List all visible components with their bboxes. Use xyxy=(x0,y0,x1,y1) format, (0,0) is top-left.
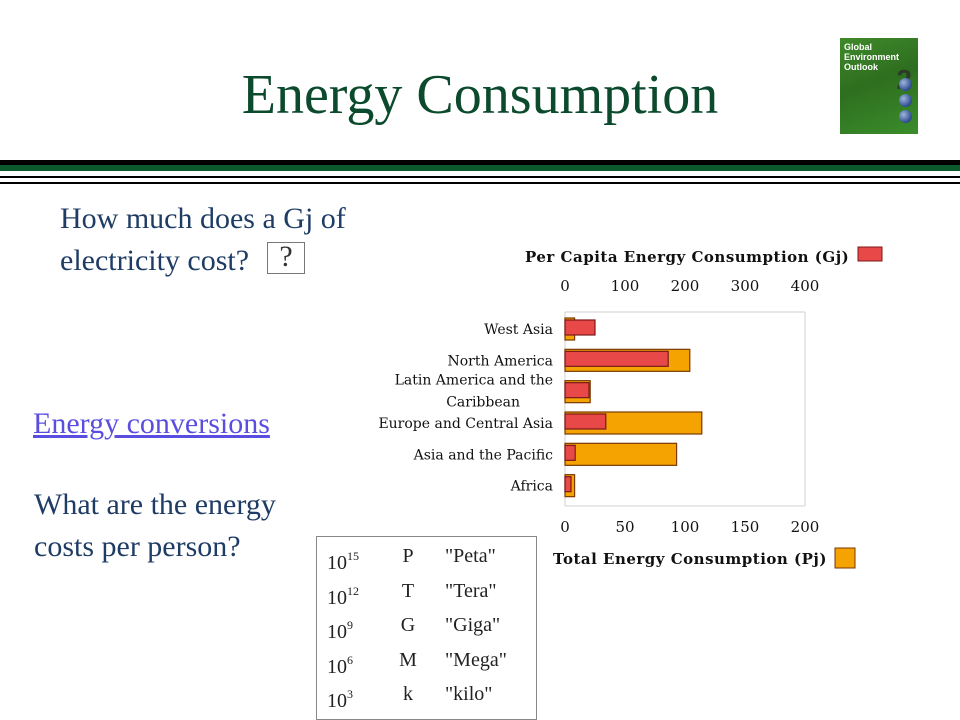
prefix-power: 109 xyxy=(327,618,353,643)
top-axis-tick-label: 100 xyxy=(611,277,640,295)
bottom-axis-tick-label: 200 xyxy=(791,518,820,536)
prefix-symbol: M xyxy=(399,648,417,671)
total-consumption-bar xyxy=(564,442,678,466)
category-label: West Asia xyxy=(484,322,553,338)
hint-button[interactable]: ? xyxy=(267,240,306,274)
divider-line xyxy=(0,182,960,184)
legend-total-swatch xyxy=(834,547,856,569)
prefix-name: "Peta" xyxy=(445,545,496,567)
top-axis-tick-label: 200 xyxy=(671,277,700,295)
category-label: Latin America and the xyxy=(395,373,553,389)
prefix-row: 1015 P "Peta" xyxy=(317,539,538,574)
per-capita-consumption-bar xyxy=(564,413,607,430)
globe-icon xyxy=(899,78,912,91)
question-electricity-cost: How much does a Gj of electricity cost?? xyxy=(60,202,346,277)
top-axis-tick-label: 0 xyxy=(560,277,570,295)
prefix-name: "Tera" xyxy=(445,579,497,602)
bottom-axis-tick-label: 100 xyxy=(671,518,700,536)
prefix-power: 106 xyxy=(327,652,353,678)
category-label: North America xyxy=(448,353,554,369)
prefix-power: 1015 xyxy=(327,549,359,574)
prefix-row: 106 M "Mega" xyxy=(317,643,538,678)
per-capita-consumption-bar xyxy=(564,350,669,367)
legend-per-capita-label: Per Capita Energy Consumption (Gj) xyxy=(525,248,849,266)
prefix-symbol: T xyxy=(401,579,415,602)
bottom-axis-tick-label: 0 xyxy=(560,518,570,536)
prefix-name: "kilo" xyxy=(445,683,493,705)
globe-icon xyxy=(899,94,912,107)
legend-per-capita-swatch xyxy=(857,246,883,262)
slide-title: Energy Consumption xyxy=(241,64,719,126)
per-capita-consumption-bar xyxy=(564,382,590,399)
global-environment-outlook-logo: Global Environment Outlook 2 xyxy=(840,38,918,134)
prefix-power: 103 xyxy=(327,687,353,712)
divider-line xyxy=(0,176,960,178)
prefix-name: "Giga" xyxy=(445,614,501,636)
bottom-axis-tick-label: 50 xyxy=(615,518,634,536)
prefix-row: 103 k "kilo" xyxy=(317,677,538,712)
logo-text: Global Environment Outlook xyxy=(844,42,900,72)
top-axis-tick-label: 300 xyxy=(731,277,760,295)
globe-icon xyxy=(899,110,912,123)
energy-consumption-chart: 0 100 200 300 400 0 50 100 150 200 West Asia Nort… xyxy=(378,246,883,569)
prefix-row: 1012 T "Tera" xyxy=(317,574,538,609)
prefix-name: "Mega" xyxy=(445,648,507,671)
prefix-symbol: k xyxy=(403,683,413,705)
question-mark-icon: ? xyxy=(279,240,293,273)
prefix-symbol: G xyxy=(400,614,416,636)
category-label: Caribbean xyxy=(446,395,520,411)
category-label: Africa xyxy=(510,479,553,495)
category-label: Asia and the Pacific xyxy=(413,447,554,463)
divider-line xyxy=(0,165,960,171)
question-energy-costs: What are the energy costs per person? xyxy=(34,488,276,563)
prefix-symbol: P xyxy=(402,545,414,567)
per-capita-consumption-bar xyxy=(564,476,572,493)
energy-conversions-link[interactable]: Energy conversions xyxy=(33,407,270,440)
legend-total-label: Total Energy Consumption (Pj) xyxy=(553,550,827,568)
prefix-row: 109 G "Giga" xyxy=(317,608,538,643)
per-capita-consumption-bar xyxy=(564,444,576,461)
si-prefix-table: 1015 P "Peta" 1012 T "Tera" 109 G "Giga" 106 M "Meg… xyxy=(316,536,537,720)
top-axis-tick-label: 400 xyxy=(791,277,820,295)
prefix-power: 1012 xyxy=(327,583,359,609)
category-label: Europe and Central Asia xyxy=(378,416,553,432)
bottom-axis-tick-label: 150 xyxy=(731,518,760,536)
per-capita-consumption-bar xyxy=(564,319,596,336)
divider-line xyxy=(0,160,960,165)
